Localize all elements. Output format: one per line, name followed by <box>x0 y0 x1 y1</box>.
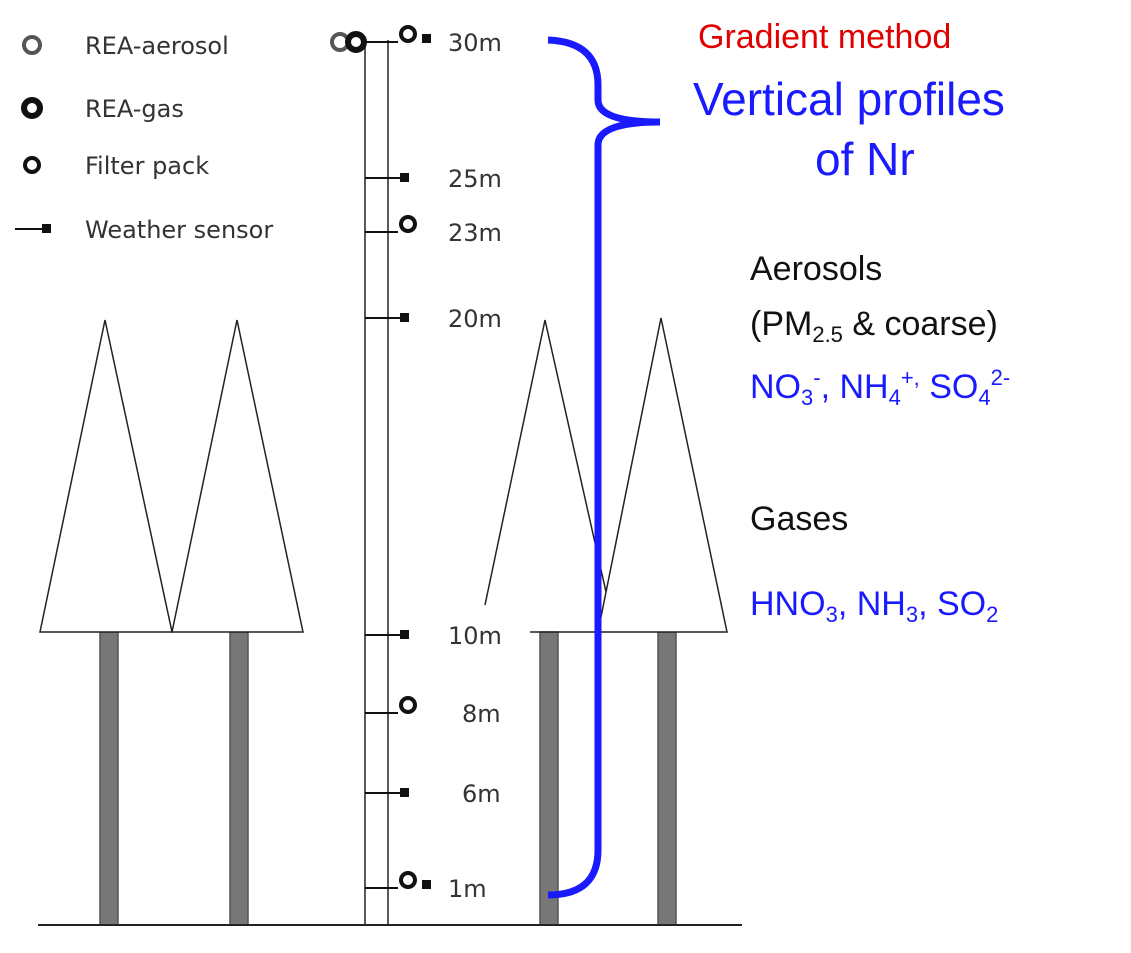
height-label: 23m <box>448 219 502 247</box>
weather-sensor <box>422 880 431 889</box>
text-segment: NO <box>750 368 801 406</box>
height-label: 30m <box>448 29 502 57</box>
profiles-title: Vertical profiles <box>693 73 1005 125</box>
text-segment: 4 <box>889 385 901 410</box>
text-segment: 3 <box>906 602 918 627</box>
filter-pack <box>399 215 417 233</box>
text-segment: 4 <box>978 385 990 410</box>
text-segment: SO <box>920 368 979 406</box>
aerosols-heading: Aerosols <box>750 250 882 288</box>
gases-heading: Gases <box>750 500 848 538</box>
legend-label: REA-aerosol <box>85 32 229 60</box>
text-segment: HNO <box>750 585 826 623</box>
species-line: HNO3, NH3, SO2 <box>750 585 998 627</box>
weather-sensor <box>400 788 409 797</box>
legend-icons <box>15 35 51 233</box>
species-line: (PM2.5 & coarse) <box>750 305 998 347</box>
text-segment: +, <box>901 365 920 390</box>
weather-sensor <box>400 630 409 639</box>
height-label: 10m <box>448 622 502 650</box>
filter-pack <box>399 25 417 43</box>
rea-gas <box>345 31 367 53</box>
bracket <box>547 36 661 899</box>
text-segment: , SO <box>918 585 986 623</box>
legend-label: REA-gas <box>85 95 184 123</box>
text-segment: (PM <box>750 305 812 343</box>
weather-sensor <box>400 173 409 182</box>
height-label: 25m <box>448 165 502 193</box>
method-title: Gradient method <box>698 18 951 56</box>
text-segment: & coarse) <box>843 305 998 343</box>
text-segment: 2- <box>991 365 1011 390</box>
height-label: 20m <box>448 305 502 333</box>
legend-label: Filter pack <box>85 152 209 180</box>
filter-pack <box>399 696 417 714</box>
trees <box>39 317 728 926</box>
text-segment: 2.5 <box>812 322 843 347</box>
text-segment: 3 <box>826 602 838 627</box>
text-segment: , NH <box>821 368 889 406</box>
text-segment: - <box>813 365 820 390</box>
filter-pack <box>399 871 417 889</box>
species-line: NO3-, NH4+, SO42- <box>750 365 1010 410</box>
weather-sensor <box>400 313 409 322</box>
legend-label: Weather sensor <box>85 216 273 244</box>
weather-sensor <box>422 34 431 43</box>
height-label: 8m <box>462 700 501 728</box>
text-segment: 3 <box>801 385 813 410</box>
profiles-title: of Nr <box>815 133 915 185</box>
height-label: 1m <box>448 875 487 903</box>
text-segment: 2 <box>986 602 998 627</box>
text-segment: , NH <box>838 585 906 623</box>
height-label: 6m <box>462 780 501 808</box>
